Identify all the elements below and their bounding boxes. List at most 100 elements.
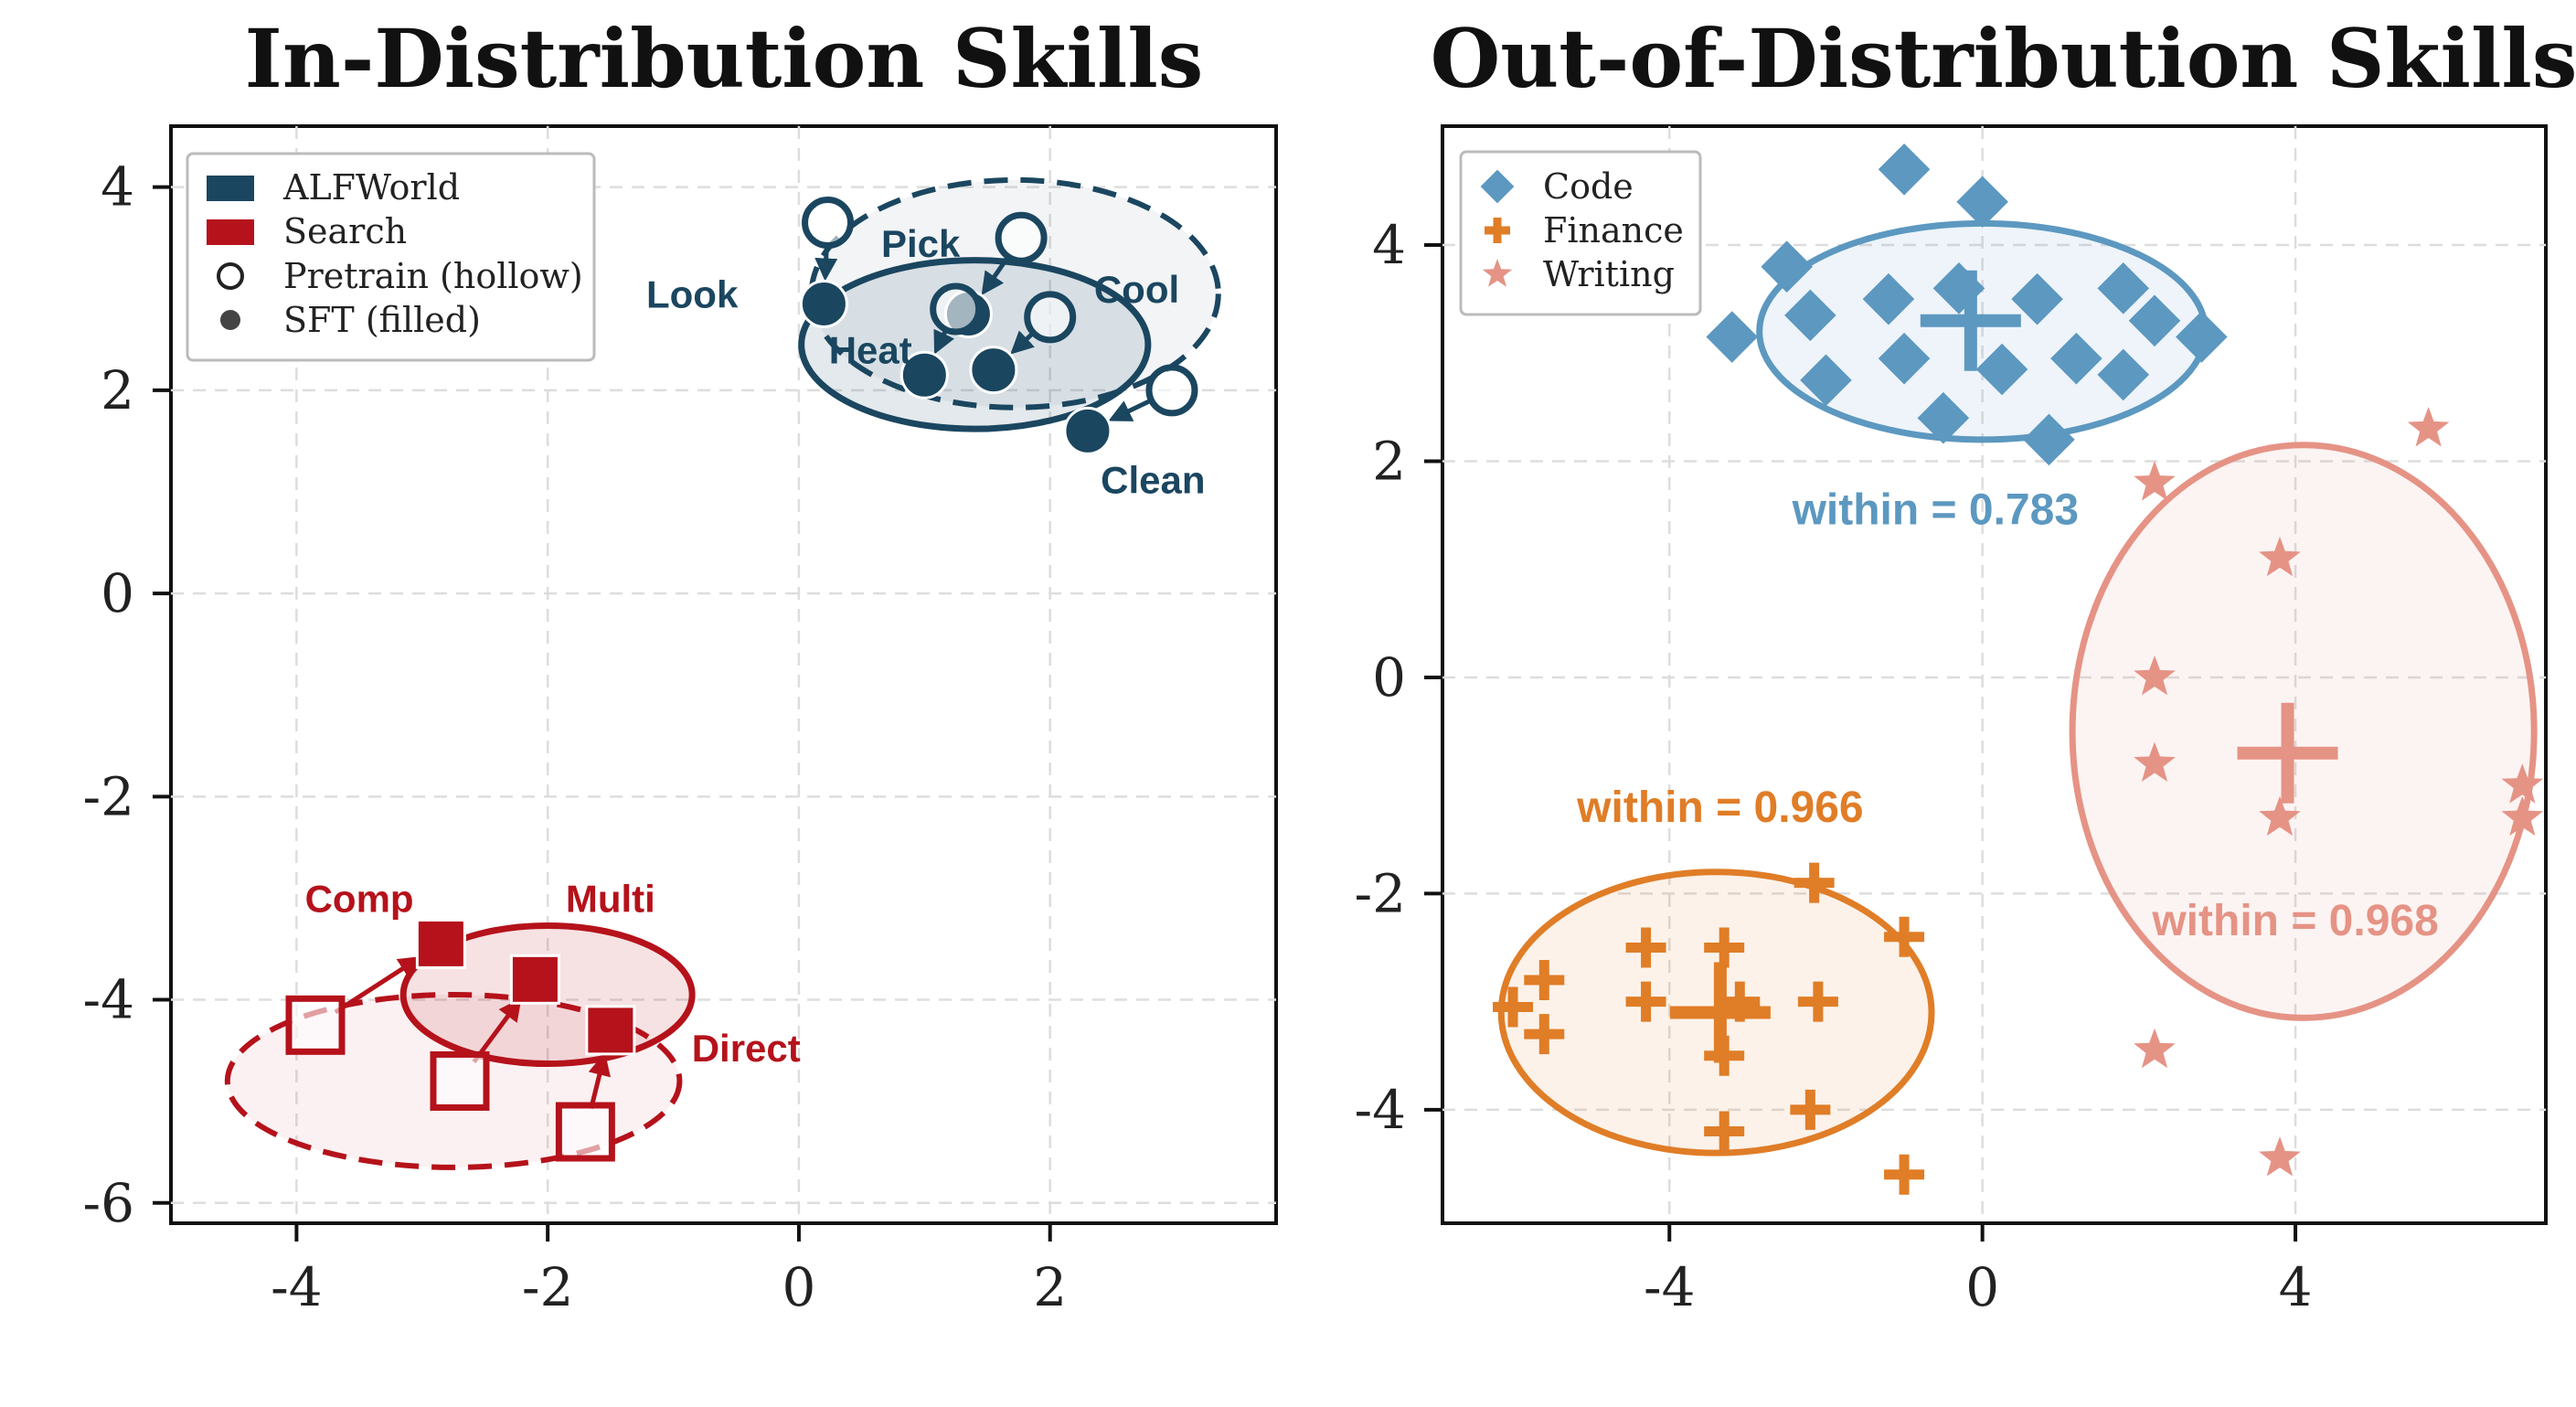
left-ytick-label: 4 [101, 156, 134, 219]
right-xtick-label: 0 [1965, 1256, 1999, 1318]
code-point [2097, 262, 2150, 314]
legend-search-label: Search [283, 211, 407, 251]
legend-pretrain-label: Pretrain (hollow) [283, 256, 583, 296]
writing-ellipse [2069, 442, 2538, 1021]
right-xtick-label: -4 [1644, 1256, 1696, 1318]
legend-alfworld-swatch [207, 176, 254, 201]
finance-point [1794, 862, 1835, 903]
finance-point [1704, 1111, 1745, 1152]
out-of-distribution-panel: Out-of-Distribution Skills -4 0 4 4 2 0 -2 -4 w… [1355, 11, 2576, 1318]
right-legend-box [1459, 150, 1702, 316]
finance-within-label: within = 0.966 [1576, 783, 1863, 832]
finance-point [1704, 927, 1745, 968]
writing-point [2259, 536, 2301, 577]
writing-point [2134, 1028, 2176, 1069]
comp-shift-arrow [334, 956, 422, 1015]
look-pretrain-point [802, 197, 855, 250]
heat-pretrain-point [930, 282, 983, 336]
finance-point [1625, 981, 1666, 1022]
code-point [1878, 144, 1931, 196]
right-plot-area: within = 0.783 within = 0.966 within = 0.9… [1493, 144, 2544, 1195]
legend-code-marker [1480, 169, 1515, 204]
clean-sft-point [1063, 406, 1112, 455]
finance-point [1790, 1089, 1831, 1130]
in-distribution-panel: In-Distribution Skills -4 -2 0 2 4 2 0 -2 -4 -6 P… [83, 11, 1278, 1318]
look-shift-arrow [814, 246, 838, 282]
right-ytick-label: -2 [1355, 862, 1407, 924]
writing-point [2259, 1136, 2301, 1177]
code-point [2011, 272, 2063, 325]
legend-finance-marker [1485, 218, 1510, 243]
writing-point [2134, 741, 2176, 782]
writing-within-label: within = 0.968 [2151, 897, 2438, 945]
code-point [1706, 311, 1759, 363]
left-ytick-label: 2 [101, 359, 134, 421]
legend-pretrain-marker [217, 262, 244, 290]
code-point [1917, 391, 1970, 444]
pick-skill-label: Pick [881, 222, 961, 265]
finance-point [1524, 959, 1565, 1000]
direct-pretrain-point [555, 1102, 615, 1162]
finance-point [1884, 1154, 1925, 1195]
left-legend: ALFWorld Search Pretrain (hollow) SFT (f… [186, 152, 596, 362]
cool-skill-label: Cool [1094, 268, 1179, 311]
direct-sft-point [585, 1005, 636, 1056]
clean-pretrain-point [1145, 364, 1198, 417]
heat-skill-label: Heat [829, 328, 912, 371]
multi-sft-point [509, 954, 560, 1005]
right-ytick-label: 0 [1372, 646, 1406, 709]
left-ytick-label: -2 [83, 765, 135, 827]
code-point [1975, 343, 2028, 396]
writing-centroid-marker [2237, 702, 2338, 804]
right-ytick-label: -4 [1355, 1079, 1407, 1141]
left-legend-box [186, 152, 596, 362]
left-xtick-label: 2 [1033, 1256, 1067, 1318]
legend-finance-label: Finance [1543, 210, 1684, 250]
right-ytick-label: 2 [1372, 431, 1406, 493]
code-within-label: within = 0.783 [1792, 486, 2079, 535]
writing-point [2501, 795, 2544, 837]
heat-sft-point [899, 350, 949, 400]
cool-shift-arrow [1010, 330, 1035, 355]
right-legend: Code Finance Writing [1459, 150, 1702, 316]
comp-skill-label: Comp [305, 877, 414, 920]
alfworld-pretrain-ellipse [808, 176, 1221, 410]
look-sft-point [799, 279, 848, 328]
left-chart-title: In-Distribution Skills [245, 11, 1204, 106]
clean-skill-label: Clean [1101, 459, 1205, 502]
code-point [2050, 332, 2102, 385]
code-point [1956, 176, 2008, 229]
left-xtick-label: -4 [271, 1256, 323, 1318]
code-point [2097, 348, 2150, 401]
left-ytick-label: 0 [101, 562, 134, 624]
left-ytick-label: -4 [83, 969, 135, 1031]
right-axis-ticks: -4 0 4 4 2 0 -2 -4 [1355, 214, 2313, 1318]
code-point [1878, 332, 1931, 385]
pick-shift-arrow [981, 256, 1010, 296]
comp-sft-point [415, 918, 466, 969]
writing-point [2501, 763, 2544, 804]
finance-point [1884, 916, 1925, 957]
clean-shift-arrow [1108, 398, 1152, 421]
cool-pretrain-point [1024, 291, 1077, 344]
multi-pretrain-point [430, 1050, 490, 1111]
cool-sft-point [969, 346, 1018, 395]
code-point [1800, 354, 1852, 407]
left-xtick-label: 0 [782, 1256, 815, 1318]
multi-skill-label: Multi [566, 877, 655, 920]
finance-point [1797, 981, 1838, 1022]
finance-point [1625, 927, 1666, 968]
writing-point [2134, 461, 2176, 501]
code-point [1761, 240, 1813, 293]
code-centroid-marker [1920, 270, 2021, 371]
legend-search-swatch [207, 219, 254, 245]
right-chart-title: Out-of-Distribution Skills [1431, 11, 2576, 106]
left-xtick-label: -2 [522, 1256, 574, 1318]
legend-writing-marker [1482, 259, 1513, 287]
legend-sft-label: SFT (filled) [283, 300, 481, 340]
left-axis-ticks: -4 -2 0 2 4 2 0 -2 -4 -6 [83, 156, 1068, 1318]
right-ytick-label: 4 [1372, 214, 1406, 276]
legend-code-label: Code [1543, 166, 1634, 207]
comp-pretrain-point [285, 995, 346, 1055]
